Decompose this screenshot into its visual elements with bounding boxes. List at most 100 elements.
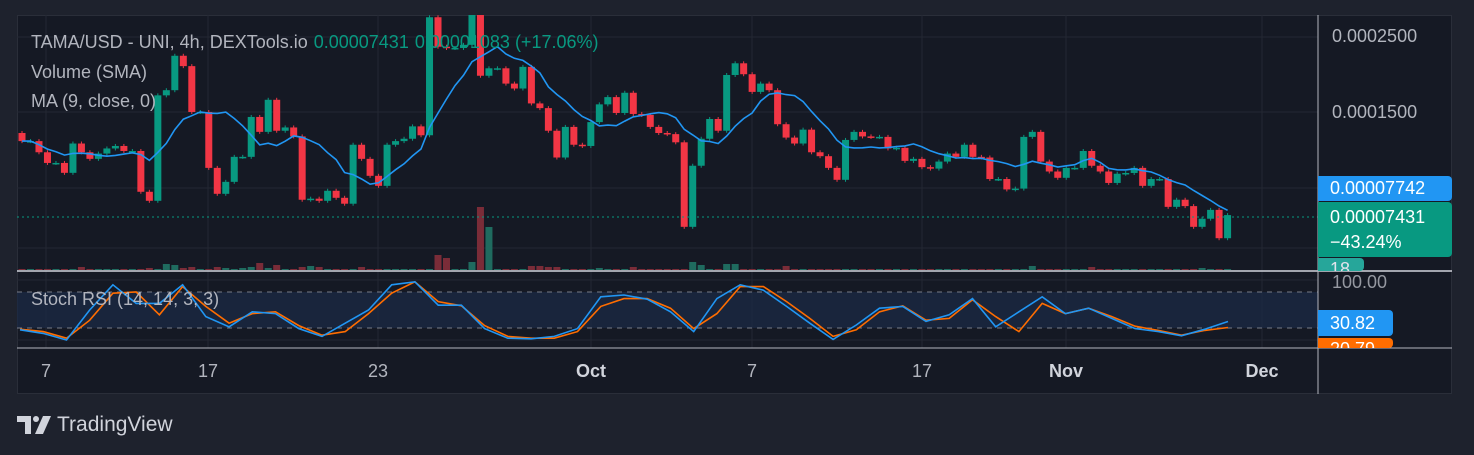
candle: [383, 144, 391, 186]
candle: [409, 126, 417, 139]
candle: [1003, 179, 1011, 190]
volume-bar: [358, 267, 366, 270]
candle: [69, 143, 77, 173]
volume-bar: [366, 269, 374, 270]
tradingview-brand: TradingView: [57, 413, 173, 436]
candle: [1020, 136, 1028, 189]
candle: [485, 68, 493, 76]
candle: [1011, 188, 1019, 191]
candle: [765, 83, 773, 91]
candle: [86, 152, 94, 159]
volume-bar: [1113, 269, 1121, 270]
legend-change: 0.00001083 (+17.06%): [414, 32, 599, 52]
stoch-legend[interactable]: Stoch RSI (14, 14, 3, 3): [31, 289, 220, 309]
candle: [128, 150, 136, 153]
candle: [799, 129, 807, 144]
candle: [77, 143, 85, 153]
symbol-title: TAMA/USD - UNI, 4h, DEXTools.io: [31, 32, 308, 52]
candle: [434, 17, 442, 47]
volume-bar: [714, 269, 722, 270]
tradingview-logo-icon: [17, 416, 51, 434]
volume-bar: [960, 269, 968, 270]
candle: [145, 191, 153, 201]
volume-bar: [60, 269, 68, 270]
candle: [510, 83, 518, 89]
volume-bar: [901, 269, 909, 270]
candle: [1215, 209, 1223, 239]
volume-legend[interactable]: Volume (SMA): [31, 62, 148, 82]
volume-bar: [731, 264, 739, 270]
volume-bar: [493, 269, 501, 270]
volume-bar: [791, 269, 799, 270]
candle: [884, 136, 892, 149]
volume-bar: [451, 269, 459, 270]
candle: [443, 46, 450, 49]
volume-bar: [1028, 266, 1036, 270]
last-price-value: 0.00007431: [1330, 207, 1426, 227]
volume-bar: [1037, 269, 1045, 270]
candle: [714, 119, 722, 131]
volume-bar: [629, 267, 637, 270]
volume-bar: [1011, 269, 1019, 270]
candle: [1173, 199, 1181, 207]
tradingview-logo[interactable]: TradingView: [17, 413, 173, 437]
volume-bar: [315, 267, 323, 270]
volume-bar: [816, 269, 824, 270]
candle: [426, 17, 434, 136]
volume-bar: [1147, 269, 1155, 270]
volume-bar: [544, 267, 552, 270]
candle: [222, 181, 230, 194]
candle: [808, 129, 816, 153]
volume-bar: [765, 269, 773, 270]
volume-bar: [969, 269, 977, 270]
volume-bar: [706, 269, 714, 270]
candle: [324, 190, 332, 201]
volume-bar: [179, 268, 187, 270]
candle: [782, 124, 790, 138]
candle: [1062, 167, 1070, 178]
volume-bar: [859, 269, 867, 270]
candle: [875, 136, 883, 139]
candle: [672, 134, 680, 143]
volume-bar: [977, 269, 985, 270]
symbol-legend[interactable]: TAMA/USD - UNI, 4h, DEXTools.io 0.0000743…: [31, 32, 599, 53]
volume-bar: [825, 269, 833, 270]
volume-bar: [510, 269, 518, 270]
candle: [536, 103, 544, 109]
volume-bar: [400, 269, 408, 270]
candle: [646, 114, 654, 127]
candle: [332, 190, 340, 198]
volume-bar: [646, 269, 654, 270]
candle: [162, 90, 170, 96]
candle: [612, 97, 620, 113]
candle: [154, 95, 162, 201]
candle: [587, 122, 595, 146]
time-tick: 17: [911, 361, 933, 381]
volume-bar: [697, 265, 705, 270]
volume-bar: [111, 269, 119, 270]
candle: [943, 153, 951, 162]
volume-bar: [680, 269, 688, 270]
candle: [188, 66, 196, 112]
volume-bar: [655, 269, 663, 270]
volume-bar: [52, 269, 60, 270]
volume-bar: [154, 269, 162, 270]
candle: [315, 198, 323, 201]
time-tick: 23: [367, 361, 389, 381]
ma-legend[interactable]: MA (9, close, 0): [31, 91, 157, 111]
volume-bar: [256, 263, 264, 270]
candle: [960, 144, 968, 157]
candle: [247, 116, 255, 157]
candle: [18, 132, 26, 142]
candle: [179, 55, 187, 67]
candle: [655, 126, 663, 133]
candle: [697, 138, 705, 166]
volume-bar: [1122, 269, 1130, 270]
volume-bar: [1003, 269, 1011, 270]
volume-bar: [1062, 269, 1070, 270]
candle: [1037, 131, 1045, 162]
candle: [994, 179, 1002, 181]
volume-bar: [94, 269, 102, 270]
volume-bar: [383, 269, 391, 270]
